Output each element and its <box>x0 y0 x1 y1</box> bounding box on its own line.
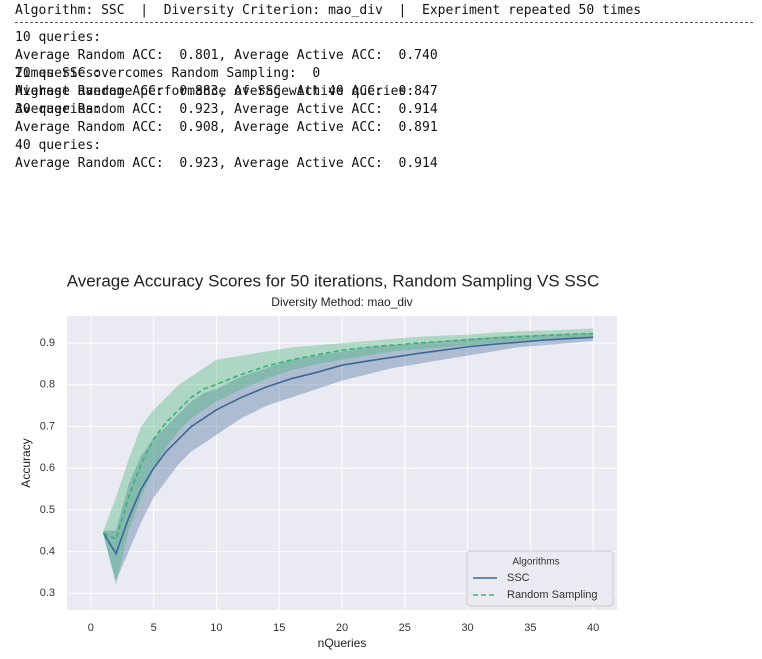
console-line: Times SSC overcomes Random Sampling: 0 <box>15 66 321 81</box>
console-line: 40 queries: <box>15 138 102 153</box>
console-output: Algorithm: SSC | Diversity Criterion: ma… <box>15 2 753 171</box>
y-tick-label: 0.5 <box>40 504 55 516</box>
console-line: Average Random ACC: 0.923, Average Activ… <box>15 102 438 117</box>
x-tick-label: 40 <box>587 622 599 634</box>
x-tick-label: 35 <box>524 622 536 634</box>
x-tick-label: 5 <box>151 622 157 634</box>
console-header: Algorithm: SSC | Diversity Criterion: ma… <box>15 2 753 23</box>
x-tick-label: 20 <box>336 622 348 634</box>
x-tick-label: 10 <box>210 622 222 634</box>
console-line: 20 queries: <box>15 66 102 81</box>
console-line: Average Random ACC: 0.801, Average Activ… <box>15 48 438 63</box>
legend-label: SSC <box>507 572 530 584</box>
console-line: 30 queries: <box>15 102 102 117</box>
legend-label: Random Sampling <box>507 589 598 601</box>
chart-title: Average Accuracy Scores for 50 iteration… <box>67 271 600 290</box>
y-tick-label: 0.6 <box>40 462 55 474</box>
y-axis-label: Accuracy <box>19 438 33 487</box>
legend-title: Algorithms <box>512 557 559 568</box>
series-line <box>103 332 594 541</box>
y-tick-label: 0.4 <box>40 546 55 558</box>
console-line: Average Random ACC: 0.908, Average Activ… <box>15 120 438 135</box>
legend-box <box>466 550 614 607</box>
y-tick-label: 0.3 <box>40 587 55 599</box>
x-tick-label: 15 <box>273 622 285 634</box>
x-axis-label: nQueries <box>318 636 367 650</box>
confidence-band <box>103 328 594 585</box>
y-tick-label: 0.7 <box>40 420 55 432</box>
x-tick-label: 30 <box>461 622 473 634</box>
y-tick-label: 0.9 <box>40 337 55 349</box>
console-blocks: 10 queries: Average Random ACC: 0.801, Av… <box>15 29 753 171</box>
x-tick-label: 0 <box>88 622 94 634</box>
series-line <box>102 336 594 556</box>
confidence-band <box>103 333 594 581</box>
chart: Average Accuracy Scores for 50 iteration… <box>19 271 617 650</box>
chart-subtitle: Diversity Method: mao_div <box>271 295 412 309</box>
x-tick-label: 25 <box>399 622 411 634</box>
console-line: Highest average performance of SSC with … <box>15 84 415 99</box>
y-tick-label: 0.8 <box>40 379 55 391</box>
console-line: Average Random ACC: 0.883, Average Activ… <box>15 84 438 99</box>
console-line: Average Random ACC: 0.923, Average Activ… <box>15 156 438 171</box>
console-line: 10 queries: <box>15 30 102 45</box>
